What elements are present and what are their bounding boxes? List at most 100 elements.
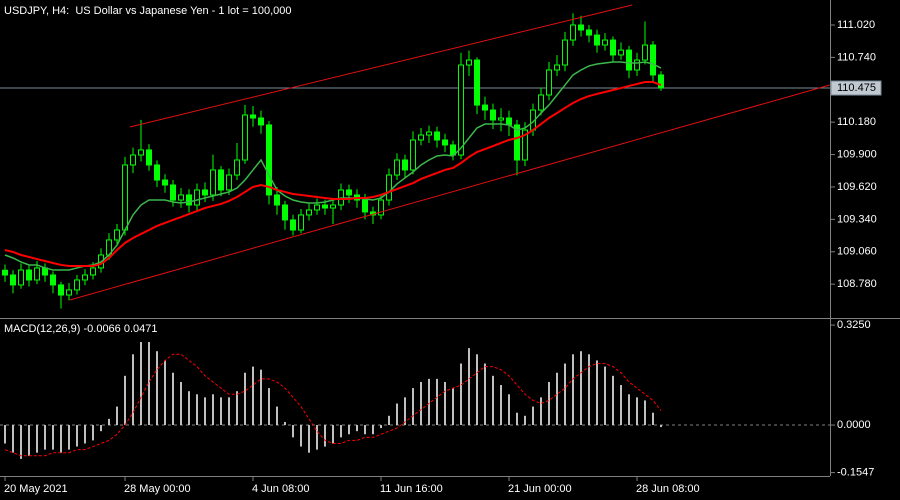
- histogram-bar: [540, 397, 542, 426]
- moving-average: [4, 81, 662, 267]
- candle-body: [578, 24, 584, 31]
- histogram-bar: [556, 372, 558, 426]
- candle-body: [242, 114, 248, 161]
- trendline: [69, 84, 830, 301]
- last-price-label: 110.475: [837, 82, 876, 94]
- histogram-bar: [300, 425, 302, 447]
- candle-body: [314, 204, 320, 211]
- histogram-bar: [436, 378, 438, 426]
- histogram-bar: [236, 391, 238, 426]
- candle-body: [290, 219, 296, 231]
- candle-body: [410, 139, 416, 171]
- histogram-bar: [36, 425, 38, 453]
- y-tick-label: 109.620: [837, 181, 877, 193]
- trendline: [129, 4, 633, 128]
- histogram-bar: [324, 425, 326, 447]
- histogram-bar: [508, 394, 510, 426]
- candle-body: [258, 117, 264, 126]
- candle-body: [218, 169, 224, 191]
- candle-body: [10, 274, 16, 286]
- candle-body: [170, 184, 176, 201]
- histogram-bar: [44, 425, 46, 450]
- histogram-bar: [140, 341, 142, 426]
- histogram-bar: [484, 363, 486, 426]
- histogram-bar: [20, 425, 22, 459]
- candle-body: [458, 64, 464, 156]
- histogram-bar: [260, 369, 262, 426]
- axes: 111.020 110.740 110.180 109.900 109.620 109.3…: [4, 19, 882, 495]
- candle-body: [562, 39, 568, 66]
- histogram-bar: [588, 354, 590, 426]
- candle-body: [658, 74, 664, 89]
- candle-body: [586, 29, 592, 36]
- histogram-bar: [412, 388, 414, 426]
- candle-body: [2, 269, 8, 276]
- histogram-bar: [500, 385, 502, 426]
- y-tick-label: 0.0000: [837, 419, 871, 431]
- candle-body: [610, 39, 616, 56]
- histogram-bar: [364, 425, 366, 435]
- candle-body: [362, 199, 368, 213]
- candle-body: [330, 204, 336, 209]
- histogram-bar: [564, 363, 566, 426]
- histogram-bar: [380, 425, 382, 429]
- candle-body: [426, 131, 432, 136]
- histogram-bar: [12, 425, 14, 453]
- candle-body: [618, 49, 624, 56]
- candle-body: [298, 214, 304, 231]
- y-tick-label: 110.740: [837, 51, 876, 63]
- histogram-bar: [444, 381, 446, 426]
- candle-body: [442, 139, 448, 146]
- histogram-bar: [652, 412, 654, 426]
- histogram-bar: [548, 381, 550, 426]
- indicator-value: 0.0471: [124, 323, 158, 335]
- histogram-bar: [420, 381, 422, 426]
- x-tick-label: 21 Jun 00:00: [508, 483, 572, 495]
- candle-body: [66, 289, 72, 296]
- histogram-bar: [340, 425, 342, 438]
- candle-body: [282, 204, 288, 221]
- histogram-bar: [284, 421, 286, 426]
- candle-body: [498, 117, 504, 121]
- histogram-bar: [396, 403, 398, 426]
- histogram-bar: [404, 397, 406, 426]
- candle-body: [506, 117, 512, 126]
- histogram-bar: [172, 372, 174, 426]
- candle-body: [522, 129, 528, 161]
- candle-body: [74, 279, 80, 291]
- histogram-bar: [220, 397, 222, 426]
- candle-body: [194, 189, 200, 206]
- candle-body: [26, 269, 32, 281]
- candle-body: [602, 39, 608, 46]
- candle-body: [466, 59, 472, 66]
- candle-body: [546, 69, 552, 96]
- candle-body: [122, 164, 128, 231]
- histogram-bar: [188, 391, 190, 426]
- histogram-bar: [316, 425, 318, 450]
- candle-body: [538, 94, 544, 111]
- candle-body: [210, 169, 216, 196]
- histogram-bar: [212, 394, 214, 426]
- candle-body: [322, 204, 328, 209]
- candle-body: [146, 149, 152, 166]
- histogram-bar: [116, 406, 118, 426]
- candle-body: [474, 59, 480, 106]
- candle-body: [346, 189, 352, 196]
- histogram-bar: [76, 425, 78, 447]
- histogram-bar: [124, 375, 126, 426]
- histogram-bar: [68, 425, 70, 450]
- histogram-bar: [372, 425, 374, 435]
- candle-body: [162, 179, 168, 186]
- indicator-name: MACD(12,26,9): [4, 323, 80, 335]
- histogram-bar: [100, 425, 102, 432]
- histogram-bar: [644, 400, 646, 426]
- histogram-bar: [164, 360, 166, 426]
- candle-body: [418, 134, 424, 141]
- histogram-bar: [276, 406, 278, 426]
- candle-body: [386, 174, 392, 201]
- x-tick-label: 4 Jun 08:00: [252, 483, 310, 495]
- histogram-bar: [660, 425, 662, 428]
- candle-body: [482, 104, 488, 111]
- candle-body: [226, 174, 232, 191]
